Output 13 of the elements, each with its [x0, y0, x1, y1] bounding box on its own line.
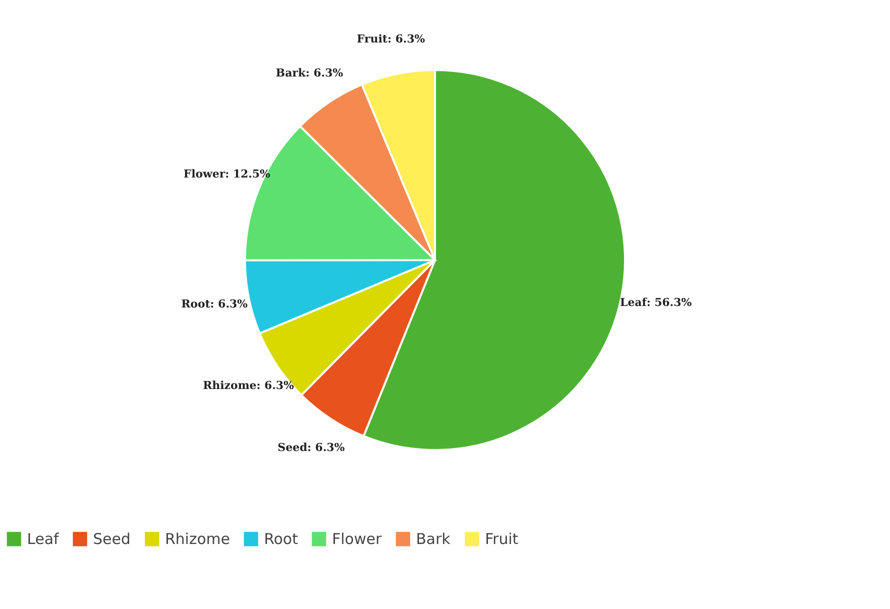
data-label: Fruit: 6.3%	[356, 32, 426, 46]
data-label: Leaf: 56.3%	[620, 296, 692, 310]
legend-label: Root	[264, 530, 298, 548]
data-label: Root: 6.3%	[181, 297, 248, 310]
legend-label: Rhizome	[165, 530, 230, 548]
data-label: Bark: 6.3%	[276, 66, 344, 80]
data-label: Rhizome: 6.3%	[202, 378, 295, 392]
legend-label: Bark	[416, 530, 451, 548]
legend-label: Leaf	[27, 530, 60, 548]
legend-label: Fruit	[485, 530, 518, 548]
data-label: Seed: 6.3%	[278, 440, 346, 454]
legend-label: Seed	[93, 530, 130, 548]
legend-label: Flower	[332, 530, 382, 548]
